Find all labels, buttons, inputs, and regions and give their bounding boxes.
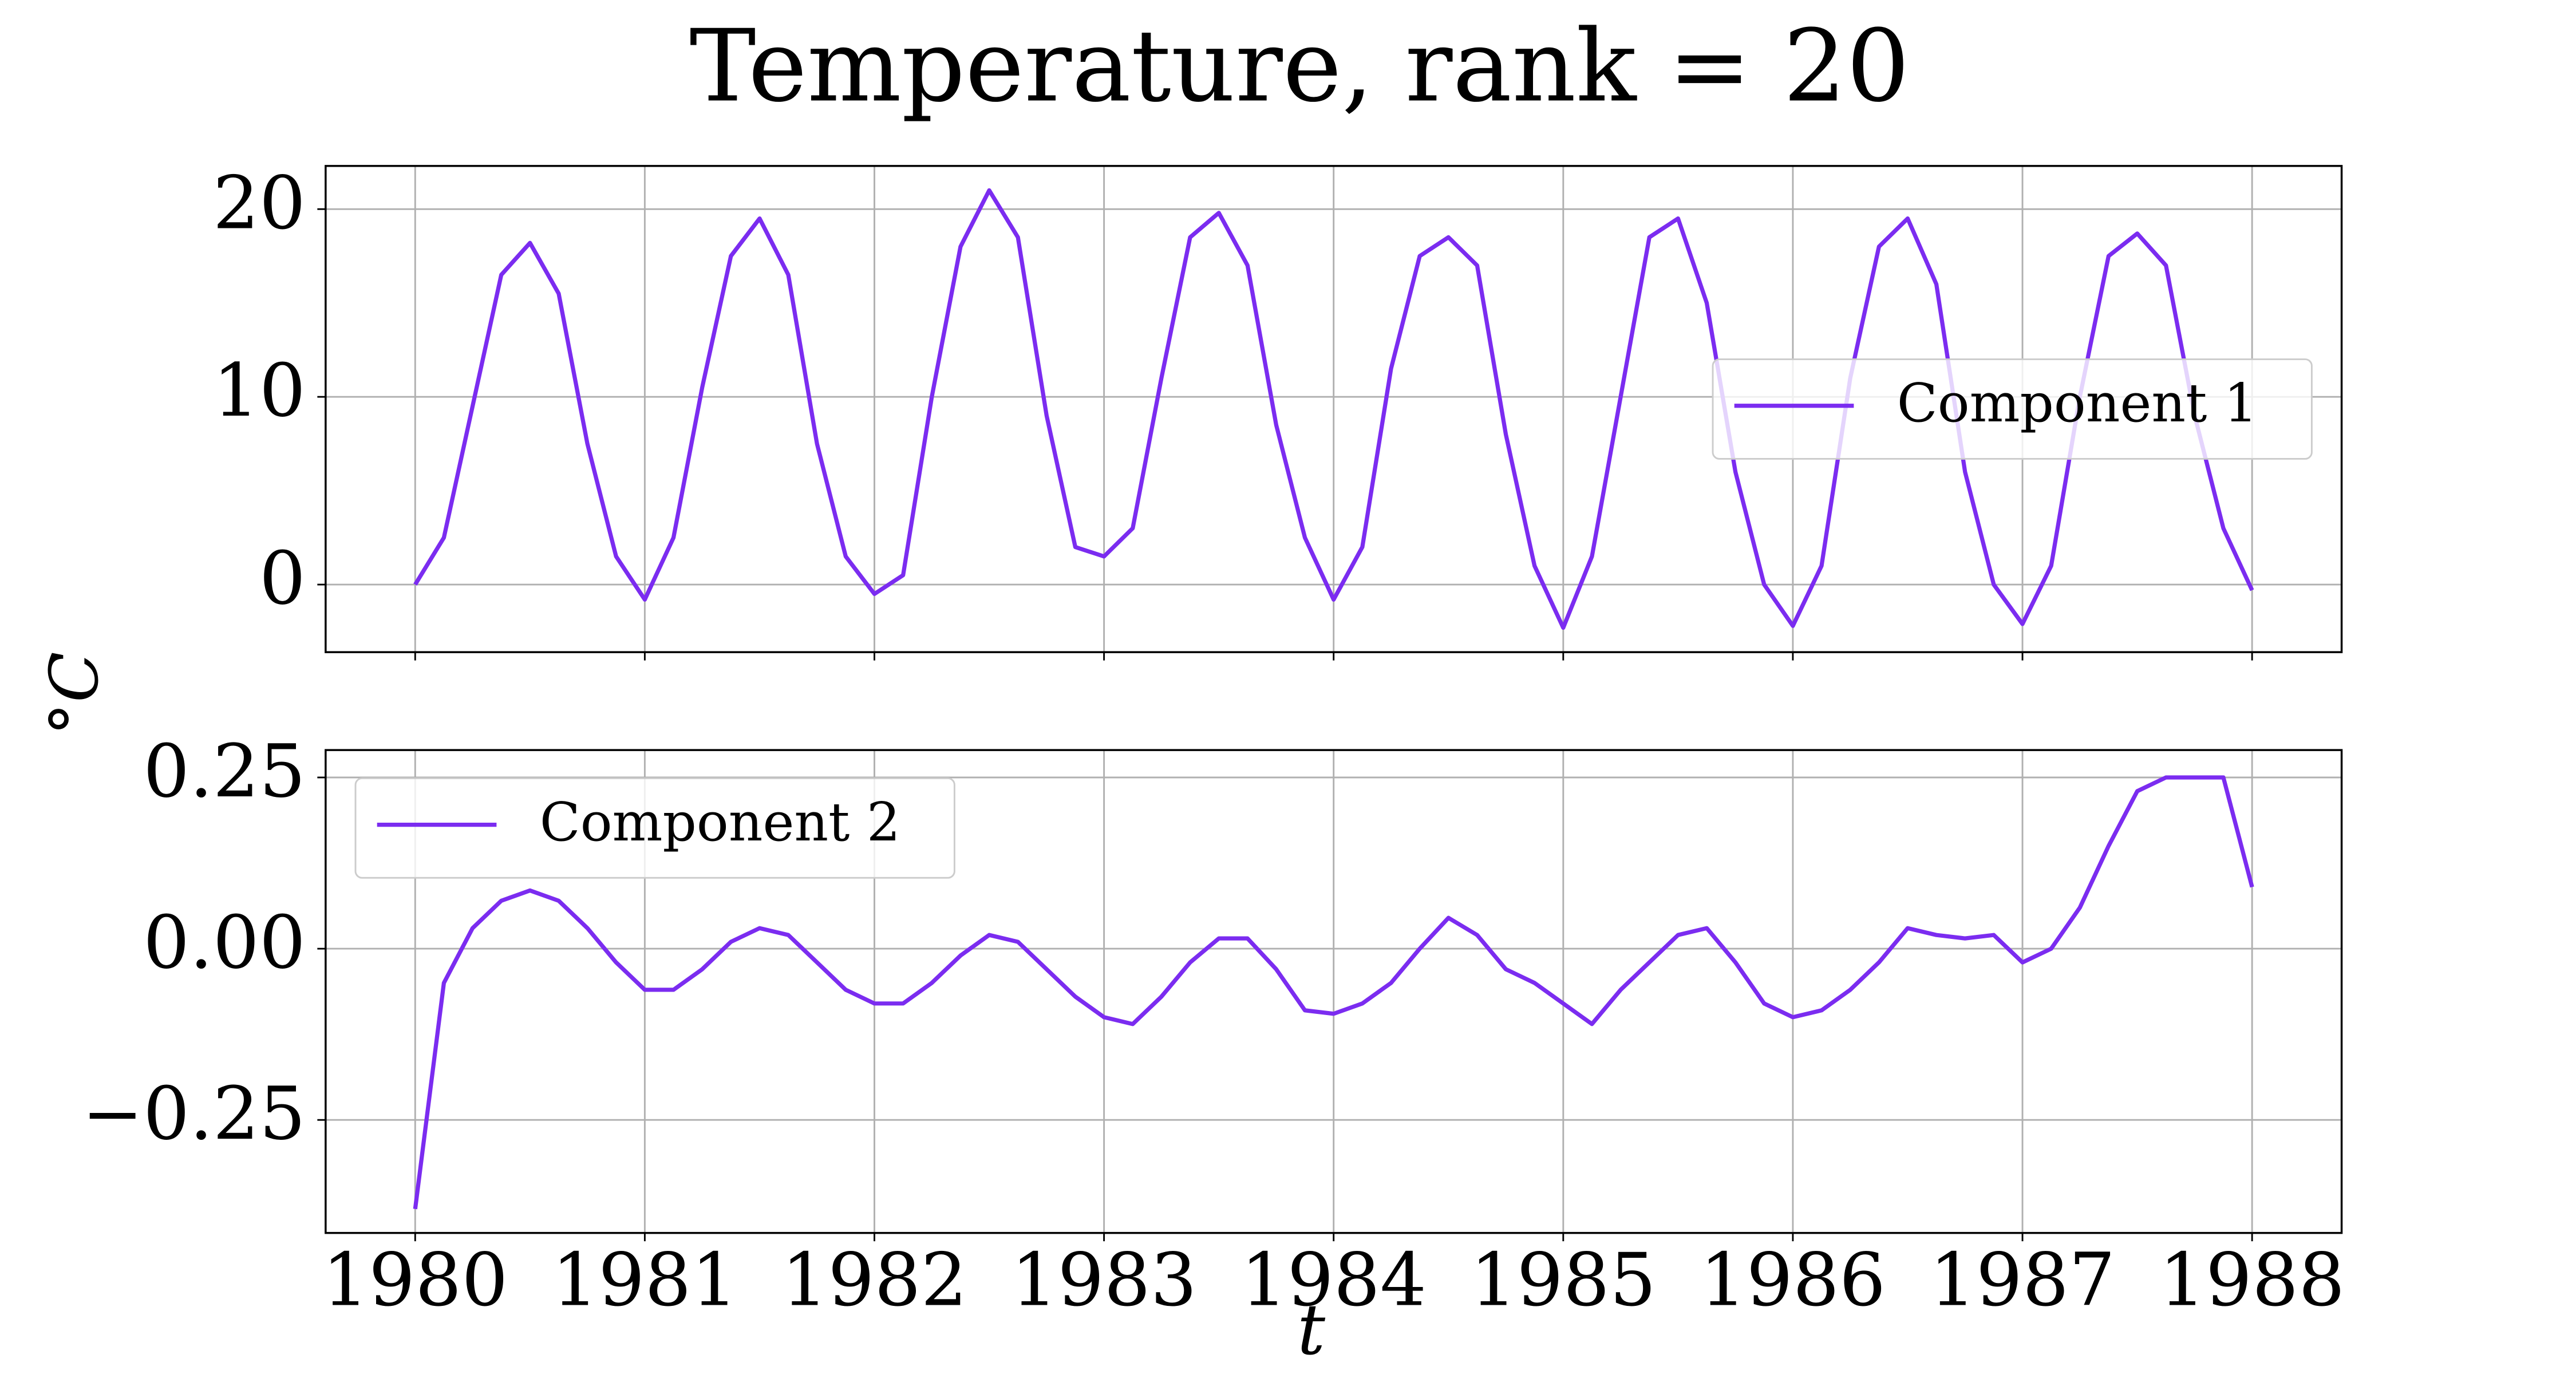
y-tick-label: 0 — [259, 536, 306, 621]
legend-box — [354, 777, 955, 879]
x-tick-label: 1981 — [552, 1238, 738, 1322]
y-axis-label: °C — [36, 652, 113, 736]
x-tick-label: 1982 — [781, 1238, 967, 1322]
y-tick-label: 20 — [213, 161, 306, 246]
legend-label: Component 2 — [540, 791, 900, 853]
series-line — [413, 188, 2254, 630]
y-tick-label: 10 — [213, 349, 306, 433]
x-axis-label: t — [1297, 1289, 1326, 1371]
y-tick-label: −0.25 — [82, 1072, 306, 1156]
x-tick-label: 1986 — [1700, 1238, 1886, 1322]
x-tick-label: 1983 — [1011, 1238, 1197, 1322]
x-tick-label: 1985 — [1471, 1238, 1657, 1322]
x-tick-label: 1988 — [2159, 1238, 2345, 1322]
x-tick-label: 1980 — [322, 1238, 508, 1322]
plot-frame — [325, 165, 2343, 653]
legend-label: Component 1 — [1897, 372, 2258, 434]
legend-box — [1712, 358, 2313, 460]
plot-frame — [325, 749, 2343, 1234]
x-tick-label: 1987 — [1930, 1238, 2116, 1322]
series-line — [413, 775, 2254, 1210]
x-tick-label: 1984 — [1240, 1238, 1427, 1322]
chart-title: Temperature, rank = 20 — [689, 9, 1910, 124]
y-tick-label: 0.00 — [143, 901, 306, 985]
y-tick-label: 0.25 — [143, 729, 306, 814]
